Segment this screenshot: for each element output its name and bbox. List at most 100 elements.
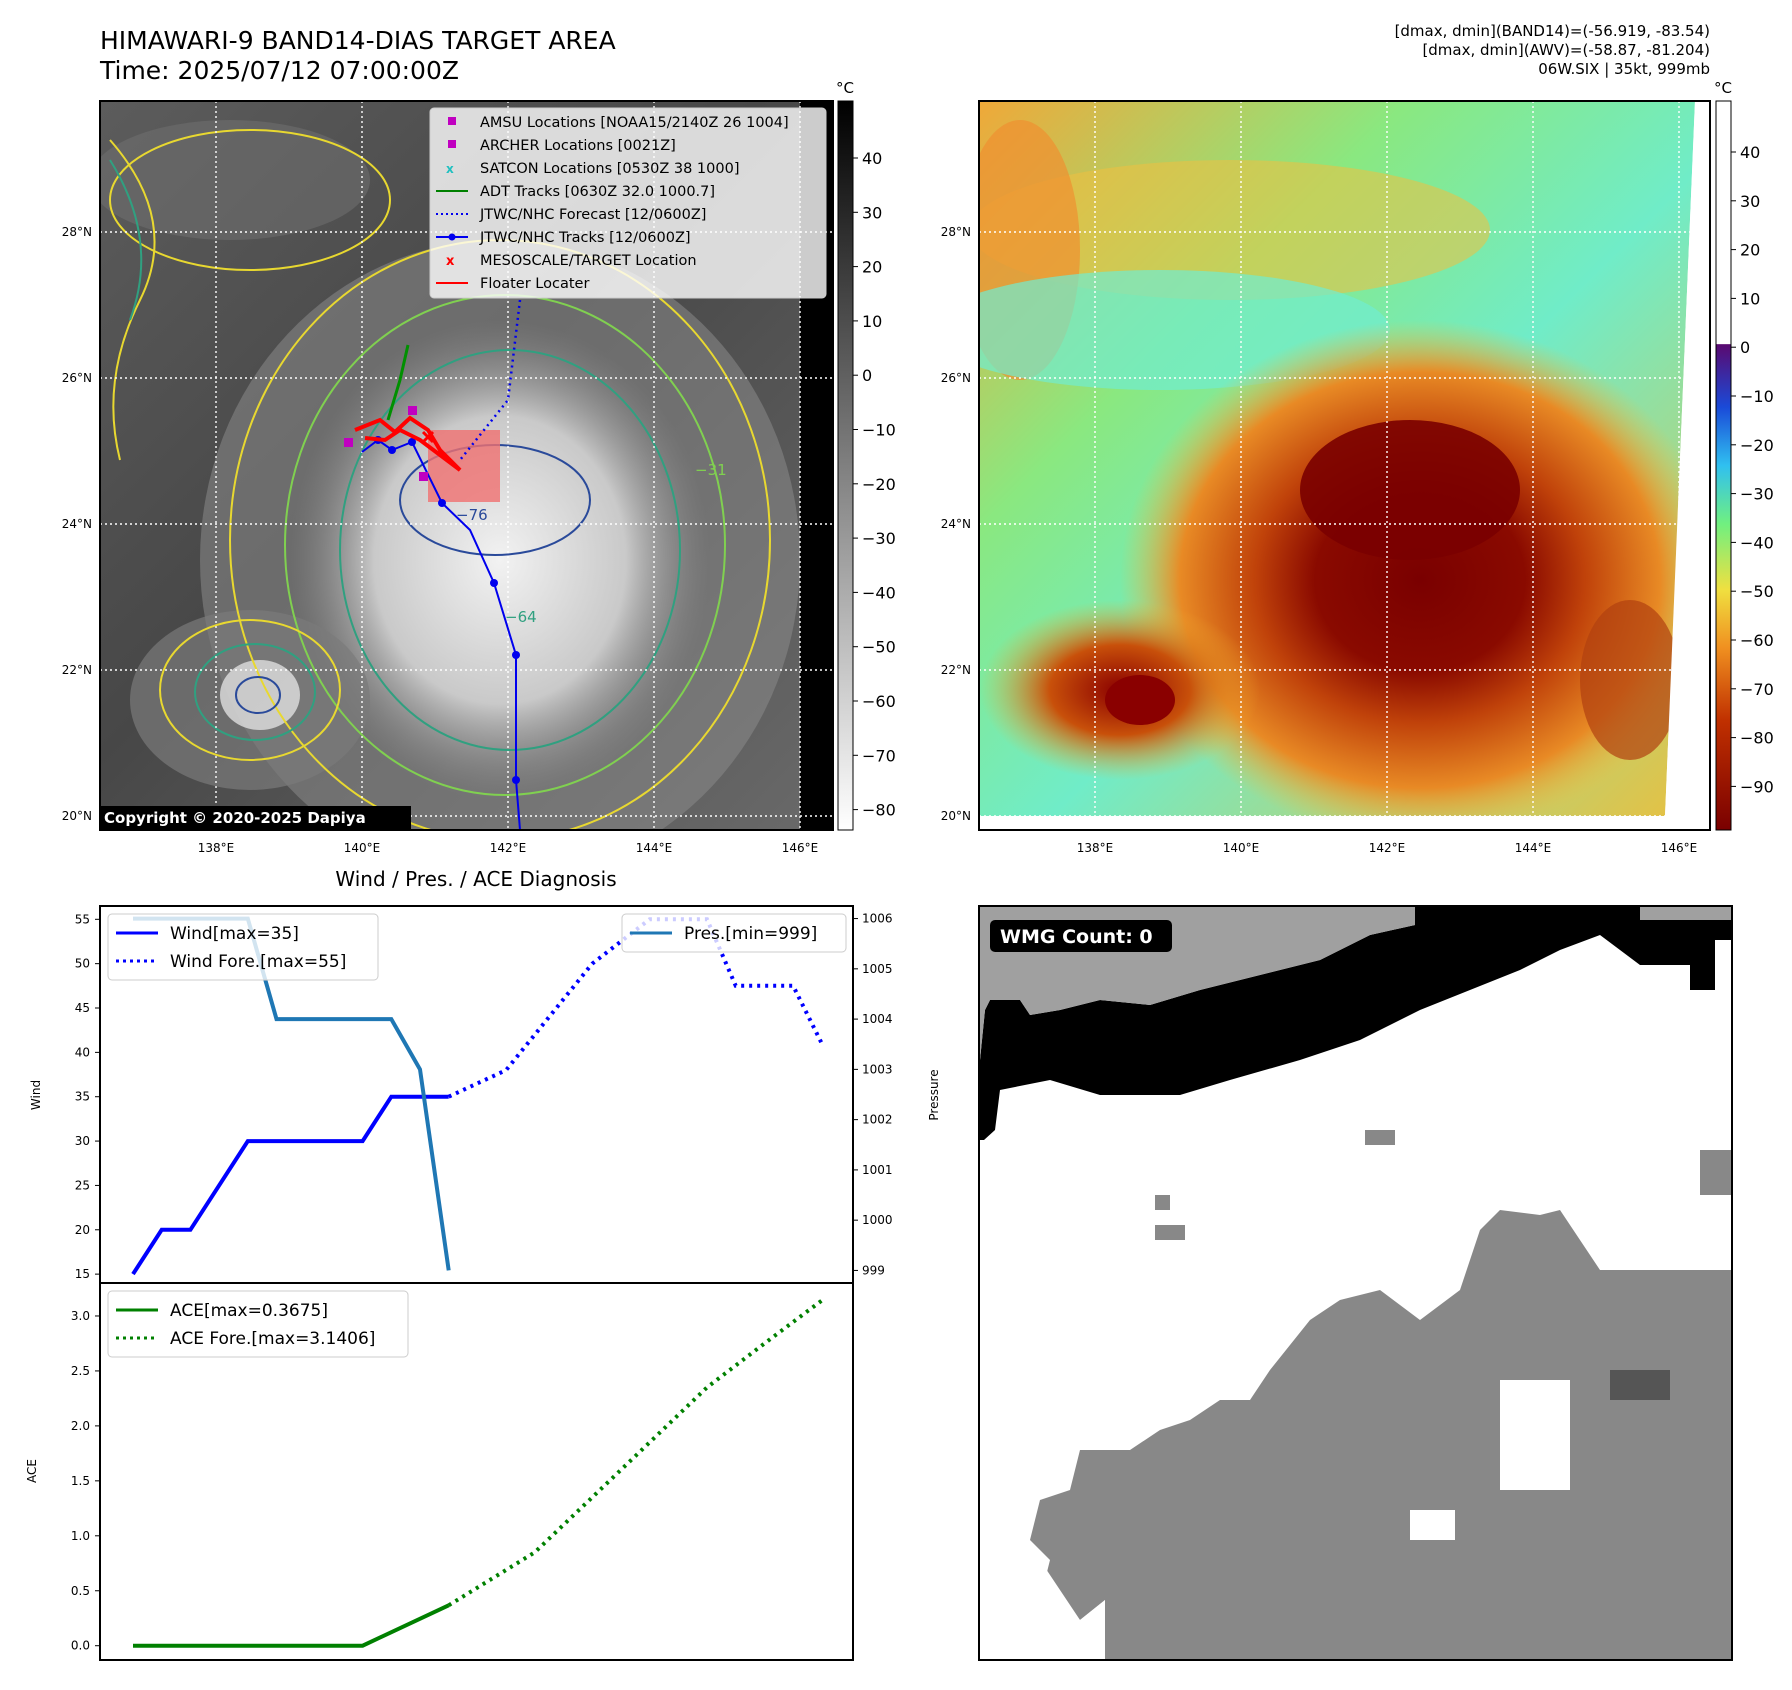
series-line-0 — [131, 1094, 449, 1276]
contour-west-navy — [235, 676, 281, 714]
pressure-ticks: 999 1000 1001 1002 1003 1004 1005 1006 — [853, 912, 893, 1277]
ir-satellite-panel: −76 −64 −31 AMSU Locations [NOAA15/2140Z… — [62, 79, 896, 855]
wind-tick-label: 35 — [75, 1090, 90, 1104]
diagnosis-chart: Wind / Pres. / ACE Diagnosis Wind Pressu… — [25, 867, 941, 1661]
wv-lon-label: 138°E — [1077, 841, 1114, 855]
wv-lon-label: 146°E — [1661, 841, 1698, 855]
legend-mesoscale-marker: x — [446, 254, 455, 269]
legend-archer-marker — [448, 140, 456, 148]
wmg-panel: WMG Count: 0 — [978, 905, 1733, 1661]
ir-lat-labels: 28°N 26°N 24°N 22°N 20°N — [62, 225, 92, 823]
ir-lat-label: 28°N — [62, 225, 92, 239]
contour-west-edge — [109, 139, 156, 461]
wv-lat-label: 24°N — [941, 517, 971, 531]
wv-north-band — [979, 160, 1490, 300]
stat-line-storm: 06W.SIX | 35kt, 999mb — [1538, 60, 1710, 78]
wmg-clear-pocket — [1500, 1380, 1570, 1490]
wmg-frame — [978, 905, 1733, 1661]
contour-label-64: −64 — [505, 608, 537, 626]
legend-amsu-label: AMSU Locations [NOAA15/2140Z 26 1004] — [480, 115, 789, 131]
wv-lon-label: 140°E — [1223, 841, 1260, 855]
title-line-1: HIMAWARI-9 BAND14-DIAS TARGET AREA — [100, 26, 616, 55]
legend-adt-label: ADT Tracks [0630Z 32.0 1000.7] — [480, 184, 715, 200]
ir-cbar-tick-label: −10 — [862, 421, 896, 440]
ace-tick-label: 2.0 — [71, 1419, 90, 1433]
legend-satcon-label: SATCON Locations [0530Z 38 1000] — [480, 161, 739, 177]
ace-tick-label: 3.0 — [71, 1309, 90, 1323]
pressure-tick-label: 1002 — [862, 1113, 893, 1127]
wv-satellite-panel: 28°N 26°N 24°N 22°N 20°N 138°E 140°E 142… — [941, 79, 1774, 855]
wv-cbar-tick-label: −40 — [1740, 533, 1774, 552]
ir-frame — [99, 100, 834, 831]
wmg-count-label: WMG Count: 0 — [1000, 926, 1153, 948]
wind-tick-label: 45 — [75, 1001, 90, 1015]
pressure-axis-label: Pressure — [927, 1069, 941, 1120]
legend-pres-label: Pres.[min=999] — [684, 924, 817, 944]
wv-cbar-tick-label: −30 — [1740, 485, 1774, 504]
wv-colorbar-gradient — [1715, 100, 1732, 831]
legend-wind-label: Wind[max=35] — [170, 924, 299, 944]
wv-cbar-tick-label: 20 — [1740, 241, 1760, 260]
wmg-gray-spot-2 — [1155, 1195, 1170, 1210]
ir-lat-label: 26°N — [62, 371, 92, 385]
wv-colorbar-ticks: 40 30 20 10 0 −10 −20 −30 −40 −50 −60 −70 −80 −90 — [1731, 143, 1774, 796]
wind-tick-label: 30 — [75, 1134, 90, 1148]
contour-label-76: −76 — [456, 506, 488, 524]
amsu-archer-markers — [344, 406, 428, 481]
mesoscale-target-markers — [421, 430, 435, 444]
ir-north-cloud — [100, 120, 370, 240]
floater-locater-track — [354, 415, 462, 472]
wv-storm-center — [1300, 420, 1520, 560]
ir-lon-label: 138°E — [198, 841, 235, 855]
wv-cbar-tick-label: −50 — [1740, 582, 1774, 601]
ace-legend-frame — [107, 1290, 409, 1358]
ace-tick-label: 1.0 — [71, 1529, 90, 1543]
legend-wind-fore-label: Wind Fore.[max=55] — [170, 952, 346, 972]
pressure-tick-label: 1006 — [862, 912, 893, 926]
stat-line-band14: [dmax, dmin](BAND14)=(-56.919, -83.54) — [1394, 22, 1710, 40]
ir-cbar-tick-label: −40 — [862, 583, 896, 602]
ir-convection-core — [290, 320, 710, 800]
wmg-dark-cell — [1610, 1370, 1670, 1400]
ir-cbar-tick-label: −60 — [862, 692, 896, 711]
copyright-box — [100, 806, 411, 830]
ir-lon-label: 146°E — [782, 841, 819, 855]
wv-colorbar: °C 40 30 20 10 0 −10 −20 −30 −40 −50 −60 −70 −80 −90 — [1714, 79, 1774, 831]
ace-legend: ACE[max=0.3675] ACE Fore.[max=3.1406] — [107, 1290, 409, 1358]
wv-cbar-tick-label: 40 — [1740, 143, 1760, 162]
wv-cbar-tick-label: −60 — [1740, 631, 1774, 650]
wind-tick-label: 40 — [75, 1045, 90, 1059]
wind-legend: Wind[max=35] Wind Fore.[max=55] — [107, 913, 379, 981]
legend-forecast-label: JTWC/NHC Forecast [12/0600Z] — [479, 207, 706, 223]
ir-lat-label: 24°N — [62, 517, 92, 531]
ace-ticks: 0.0 0.5 1.0 1.5 2.0 2.5 3.0 — [71, 1309, 100, 1653]
pressure-tick-label: 999 — [862, 1263, 885, 1277]
pressure-tick-label: 1001 — [862, 1163, 893, 1177]
wind-ticks: 15 20 25 30 35 40 45 50 55 — [75, 912, 100, 1281]
wind-tick-label: 15 — [75, 1267, 90, 1281]
wv-lon-label: 144°E — [1515, 841, 1552, 855]
wv-cbar-tick-label: −80 — [1740, 729, 1774, 748]
wmg-black-region — [979, 906, 1732, 1140]
ace-tick-label: 0.5 — [71, 1584, 90, 1598]
wv-cbar-tick-label: −70 — [1740, 680, 1774, 699]
wmg-gray-east-spot — [1700, 1150, 1732, 1195]
ace-series — [133, 1298, 823, 1648]
ace-tick-label: 1.5 — [71, 1474, 90, 1488]
ir-cbar-tick-label: −70 — [862, 746, 896, 765]
ir-colorbar-ticks: 40 30 20 10 0 −10 −20 −30 −40 −50 −60 −70 −80 — [853, 149, 896, 820]
wv-cbar-tick-label: 30 — [1740, 192, 1760, 211]
wmg-gray-spot-3 — [1155, 1225, 1185, 1240]
ir-cbar-tick-label: −80 — [862, 801, 896, 820]
wv-lon-labels: 138°E 140°E 142°E 144°E 146°E — [1077, 841, 1698, 855]
ir-colorbar-unit: °C — [836, 79, 854, 97]
pressure-tick-label: 1005 — [862, 962, 893, 976]
pressure-tick-label: 1000 — [862, 1213, 893, 1227]
contour-west-edge-teal — [109, 159, 143, 321]
ir-legend: AMSU Locations [NOAA15/2140Z 26 1004] AR… — [429, 107, 827, 299]
wv-colorbar-unit: °C — [1714, 79, 1732, 97]
ace-series-line-0 — [133, 1603, 450, 1648]
ir-cbar-tick-label: 30 — [862, 203, 882, 222]
legend-jtwc-track-dot — [448, 233, 456, 241]
